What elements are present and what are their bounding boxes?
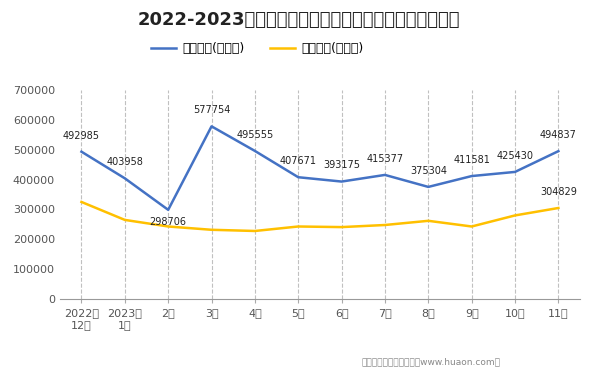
出口总额(万美元): [208, 124, 215, 129]
Text: 411581: 411581: [453, 155, 490, 165]
Text: 494837: 494837: [540, 130, 577, 140]
Line: 进口总额(万美元): 进口总额(万美元): [81, 202, 559, 231]
出口总额(万美元): [425, 185, 432, 189]
进口总额(万美元): [555, 206, 562, 210]
Legend: 出口总额(万美元), 进口总额(万美元): 出口总额(万美元), 进口总额(万美元): [147, 37, 368, 60]
进口总额(万美元): [121, 218, 129, 222]
进口总额(万美元): [425, 218, 432, 223]
进口总额(万美元): [468, 224, 475, 229]
进口总额(万美元): [338, 225, 345, 229]
出口总额(万美元): [555, 149, 562, 153]
进口总额(万美元): [251, 229, 258, 233]
Text: 407671: 407671: [280, 156, 317, 166]
Text: 393175: 393175: [323, 160, 360, 171]
Text: 577754: 577754: [193, 105, 230, 115]
Text: 415377: 415377: [367, 154, 404, 164]
出口总额(万美元): [338, 179, 345, 184]
Text: 制图：华经产业研究院（www.huaon.com）: 制图：华经产业研究院（www.huaon.com）: [361, 358, 500, 367]
Text: 375304: 375304: [410, 166, 447, 176]
Text: 492985: 492985: [63, 131, 100, 141]
出口总额(万美元): [295, 175, 302, 180]
进口总额(万美元): [208, 227, 215, 232]
进口总额(万美元): [295, 224, 302, 229]
出口总额(万美元): [251, 149, 258, 153]
Text: 304829: 304829: [540, 187, 577, 197]
进口总额(万美元): [78, 200, 85, 204]
出口总额(万美元): [468, 174, 475, 178]
出口总额(万美元): [78, 150, 85, 154]
出口总额(万美元): [121, 176, 129, 181]
Text: 298706: 298706: [150, 217, 187, 227]
Text: 425430: 425430: [496, 151, 533, 161]
出口总额(万美元): [511, 170, 518, 174]
Text: 495555: 495555: [236, 130, 273, 140]
Text: 2022-2023年河北省商品收发货人所在地进、出口额统计: 2022-2023年河北省商品收发货人所在地进、出口额统计: [138, 11, 460, 29]
进口总额(万美元): [164, 224, 172, 229]
出口总额(万美元): [382, 173, 389, 177]
出口总额(万美元): [164, 208, 172, 212]
Line: 出口总额(万美元): 出口总额(万美元): [81, 126, 559, 210]
进口总额(万美元): [382, 223, 389, 227]
Text: 403958: 403958: [106, 157, 144, 167]
进口总额(万美元): [511, 213, 518, 218]
